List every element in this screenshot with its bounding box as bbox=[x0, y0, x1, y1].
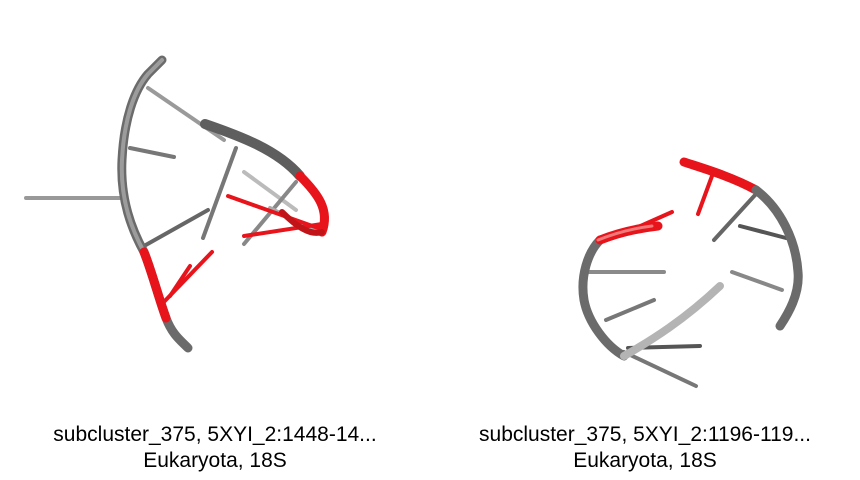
caption-left: subcluster_375, 5XYI_2:1448-14... Eukary… bbox=[0, 422, 430, 474]
structure-subtitle: Eukaryota, 18S bbox=[573, 449, 717, 472]
rna-structure-left bbox=[24, 55, 330, 353]
structure-subtitle: Eukaryota, 18S bbox=[143, 449, 287, 472]
base-sticks-left bbox=[24, 86, 320, 248]
rna-structure-right bbox=[578, 157, 803, 388]
structure-title: subcluster_375, 5XYI_2:1448-14... bbox=[53, 423, 377, 446]
structure-panel-right: subcluster_375, 5XYI_2:1196-119... Eukar… bbox=[430, 0, 860, 480]
highlight-sticks-left bbox=[158, 194, 324, 308]
base-sticks-right bbox=[586, 192, 788, 388]
backbone-right bbox=[578, 157, 803, 361]
structure-panel-left: subcluster_375, 5XYI_2:1448-14... Eukary… bbox=[0, 55, 430, 474]
highlight-sticks-right bbox=[634, 174, 714, 230]
structure-title: subcluster_375, 5XYI_2:1196-119... bbox=[479, 423, 811, 446]
caption-right: subcluster_375, 5XYI_2:1196-119... Eukar… bbox=[430, 422, 860, 474]
backbone-left bbox=[117, 55, 330, 353]
